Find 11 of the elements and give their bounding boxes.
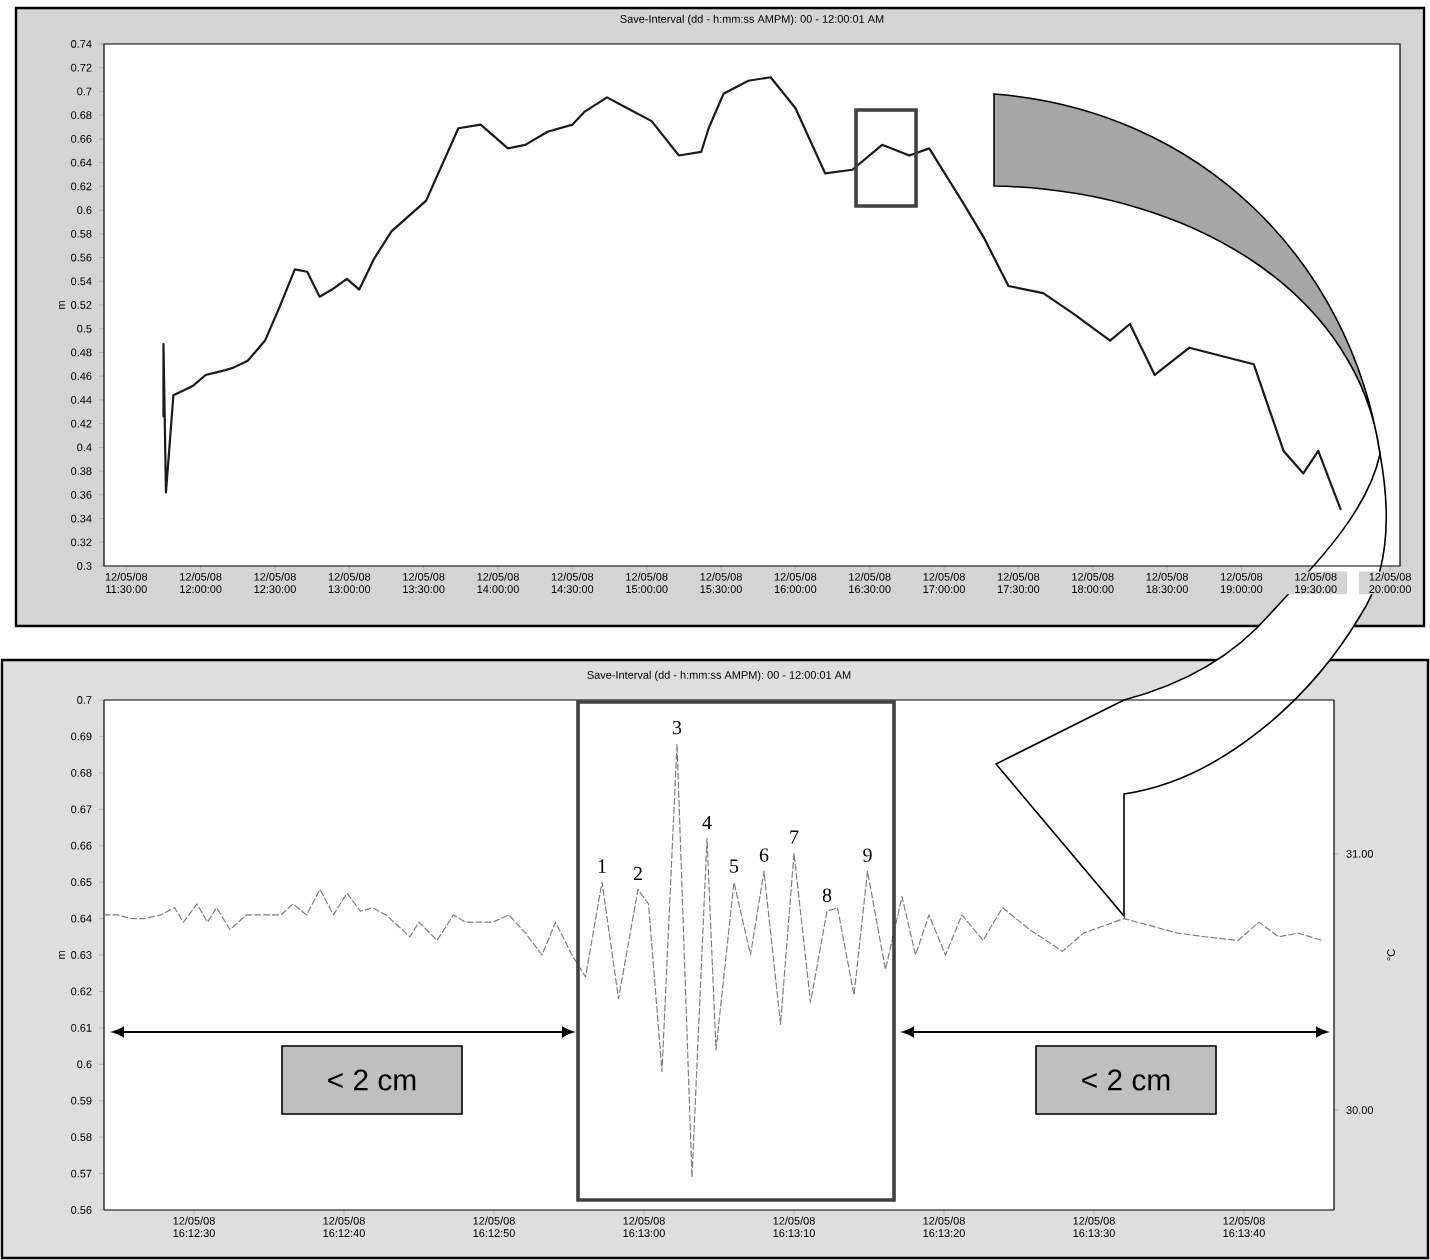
annotation: 8: [822, 888, 832, 902]
annotation: 2: [633, 866, 642, 881]
annotation: 7: [790, 830, 799, 844]
annotation: 6: [759, 848, 769, 862]
annotation: < 2 cm: [1082, 1069, 1170, 1091]
annotation: 4: [702, 815, 712, 830]
annotation: 3: [672, 720, 682, 735]
annotation: 5: [730, 859, 739, 873]
annotation: < 2 cm: [328, 1069, 416, 1091]
annotation: 1: [598, 859, 606, 873]
annotation: 9: [863, 848, 872, 862]
